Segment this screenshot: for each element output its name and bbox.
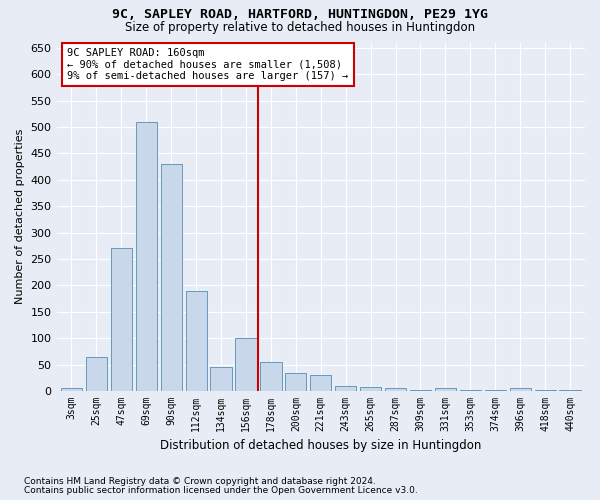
Bar (161, 164, 182, 391)
Text: Size of property relative to detached houses in Huntingdon: Size of property relative to detached ho… (125, 21, 475, 34)
Bar (285, 372, 307, 391)
Text: Contains HM Land Registry data © Crown copyright and database right 2024.: Contains HM Land Registry data © Crown c… (24, 477, 376, 486)
Bar (310, 375, 331, 391)
X-axis label: Distribution of detached houses by size in Huntingdon: Distribution of detached houses by size … (160, 440, 481, 452)
Bar (185, 290, 207, 391)
Bar (335, 386, 356, 391)
Bar (86, 356, 107, 391)
Bar (136, 122, 157, 391)
Bar (460, 390, 481, 391)
Bar (410, 390, 431, 391)
Text: 9C SAPLEY ROAD: 160sqm
← 90% of detached houses are smaller (1,508)
9% of semi-d: 9C SAPLEY ROAD: 160sqm ← 90% of detached… (67, 48, 349, 81)
Bar (559, 390, 581, 391)
Bar (509, 388, 531, 391)
Bar (211, 368, 232, 391)
Text: 9C, SAPLEY ROAD, HARTFORD, HUNTINGDON, PE29 1YG: 9C, SAPLEY ROAD, HARTFORD, HUNTINGDON, P… (112, 8, 488, 20)
Bar (360, 387, 381, 391)
Bar (61, 388, 82, 391)
Y-axis label: Number of detached properties: Number of detached properties (15, 129, 25, 304)
Bar (535, 390, 556, 391)
Bar (385, 388, 406, 391)
Bar (111, 248, 132, 391)
Text: Contains public sector information licensed under the Open Government Licence v3: Contains public sector information licen… (24, 486, 418, 495)
Bar (260, 362, 281, 391)
Bar (235, 338, 257, 391)
Bar (435, 388, 456, 391)
Bar (485, 390, 506, 391)
